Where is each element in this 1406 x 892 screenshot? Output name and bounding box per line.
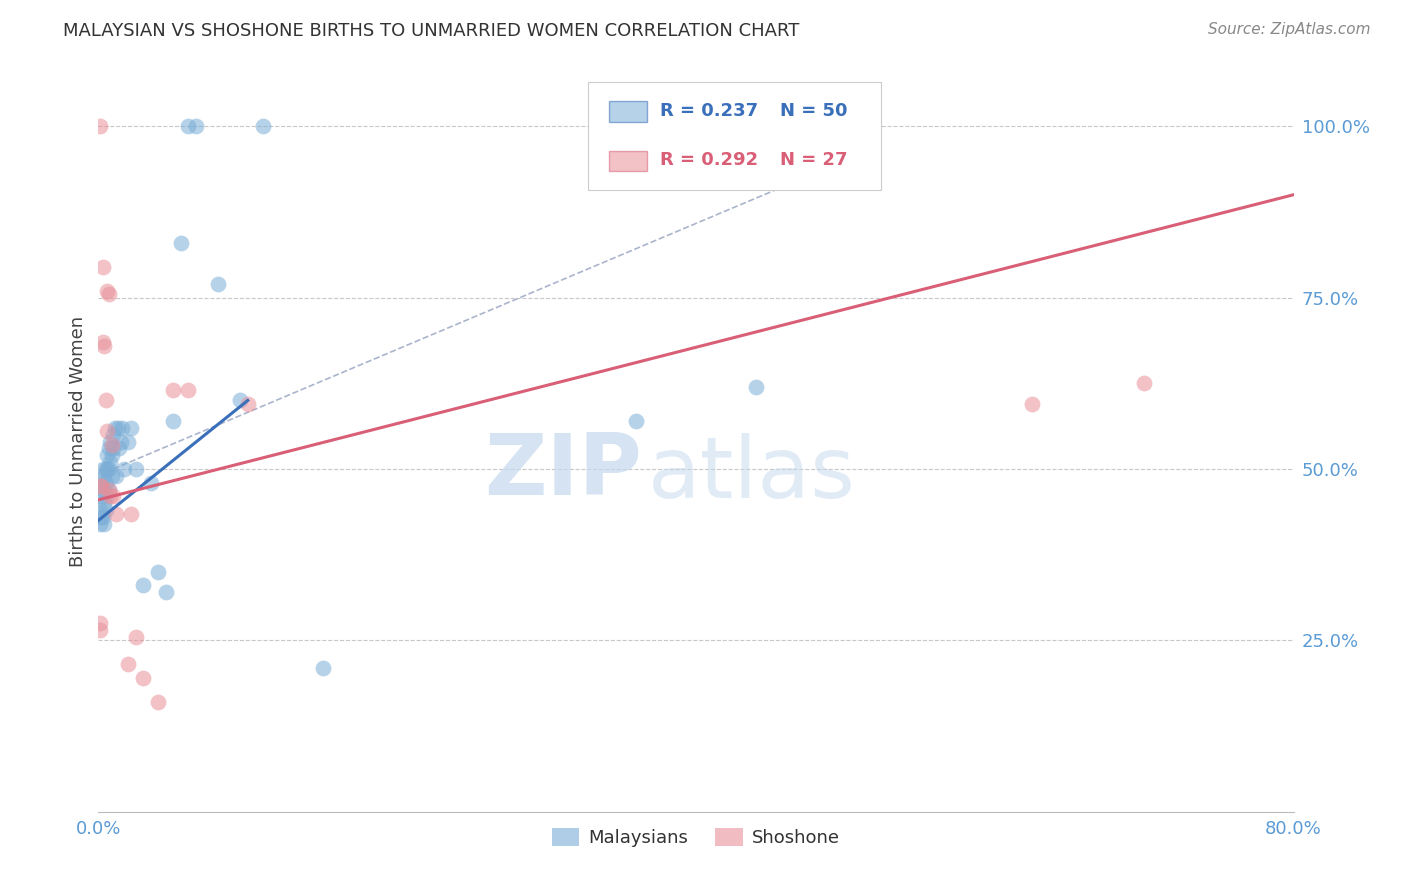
Bar	[609, 101, 647, 121]
Point	[117, 434, 139, 449]
Point	[96, 462, 118, 476]
Point	[311, 661, 333, 675]
Text: R = 0.292: R = 0.292	[661, 152, 758, 169]
Point	[90, 475, 112, 490]
Point	[93, 516, 115, 531]
Point	[112, 462, 135, 476]
Point	[89, 616, 111, 631]
Text: atlas: atlas	[648, 434, 856, 516]
Point	[90, 510, 112, 524]
Point	[252, 119, 274, 133]
Point	[104, 421, 127, 435]
Point	[184, 119, 207, 133]
Point	[91, 335, 114, 350]
Point	[94, 393, 117, 408]
Point	[97, 462, 120, 476]
Point	[1021, 397, 1043, 411]
Point	[1133, 376, 1156, 391]
Text: MALAYSIAN VS SHOSHONE BIRTHS TO UNMARRIED WOMEN CORRELATION CHART: MALAYSIAN VS SHOSHONE BIRTHS TO UNMARRIE…	[63, 22, 800, 40]
Text: ZIP: ZIP	[485, 430, 643, 513]
Point	[101, 468, 124, 483]
Point	[89, 119, 111, 133]
Point	[162, 414, 184, 428]
Point	[89, 503, 111, 517]
Point	[90, 479, 112, 493]
Point	[96, 284, 118, 298]
Point	[98, 489, 122, 503]
Point	[139, 475, 162, 490]
Point	[626, 414, 648, 428]
Point	[96, 448, 118, 462]
Point	[169, 235, 191, 250]
Point	[162, 383, 184, 397]
Point	[108, 442, 131, 456]
Text: N = 50: N = 50	[779, 103, 848, 120]
Point	[93, 496, 115, 510]
Point	[132, 578, 155, 592]
Point	[97, 442, 120, 456]
Text: Source: ZipAtlas.com: Source: ZipAtlas.com	[1208, 22, 1371, 37]
Y-axis label: Births to Unmarried Women: Births to Unmarried Women	[69, 316, 87, 567]
Point	[91, 483, 114, 497]
Point	[132, 671, 155, 685]
Point	[97, 483, 120, 497]
Point	[94, 462, 117, 476]
Point	[93, 338, 115, 352]
Text: R = 0.237: R = 0.237	[661, 103, 758, 120]
Point	[107, 421, 129, 435]
Point	[120, 421, 142, 435]
Point	[101, 448, 124, 462]
Point	[105, 507, 128, 521]
Point	[94, 489, 117, 503]
Point	[148, 695, 170, 709]
Text: N = 27: N = 27	[779, 152, 848, 169]
Legend: Malaysians, Shoshone: Malaysians, Shoshone	[546, 821, 846, 855]
Point	[120, 507, 142, 521]
Point	[117, 657, 139, 672]
Point	[177, 119, 200, 133]
Point	[94, 475, 117, 490]
Point	[90, 479, 112, 493]
Point	[103, 489, 125, 503]
Point	[96, 424, 118, 438]
Point	[103, 427, 125, 442]
Point	[105, 468, 128, 483]
Point	[97, 287, 120, 301]
Point	[148, 565, 170, 579]
Point	[91, 510, 114, 524]
Point	[91, 462, 114, 476]
Point	[97, 483, 120, 497]
Point	[98, 434, 122, 449]
Point	[89, 516, 111, 531]
Point	[125, 630, 148, 644]
Point	[103, 442, 125, 456]
Point	[98, 455, 122, 469]
Point	[229, 393, 252, 408]
Point	[125, 462, 148, 476]
Point	[90, 489, 112, 503]
Point	[93, 468, 115, 483]
Point	[91, 260, 114, 274]
Point	[177, 383, 200, 397]
Point	[155, 585, 177, 599]
Point	[236, 397, 259, 411]
Point	[111, 421, 134, 435]
FancyBboxPatch shape	[589, 82, 882, 190]
Bar	[609, 151, 647, 171]
Point	[94, 503, 117, 517]
Point	[745, 380, 768, 394]
Point	[101, 438, 124, 452]
Point	[110, 434, 132, 449]
Point	[89, 623, 111, 637]
Point	[207, 277, 229, 291]
